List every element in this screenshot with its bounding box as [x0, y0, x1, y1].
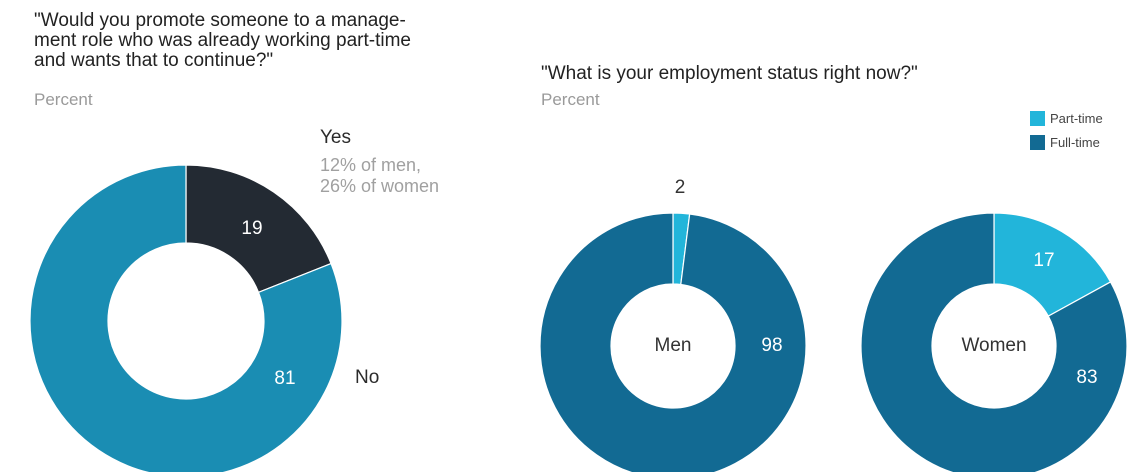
yes-note-line: 12% of men,	[320, 155, 422, 175]
yes-callout-note: 12% of men, 26% of women	[320, 155, 439, 197]
men-center-label: Men	[655, 335, 692, 356]
no-callout-label: No	[355, 367, 380, 388]
legend-label: Part-time	[1050, 110, 1103, 126]
promote-slice-yes	[185, 164, 332, 294]
promote-value-label: 19	[241, 218, 262, 239]
legend-item-full-time: Full-time	[1030, 130, 1103, 154]
chart1-unit: Percent	[34, 90, 93, 109]
chart1-title-line: ment role who was already working part-t…	[34, 30, 411, 51]
legend-swatch-full-time	[1030, 134, 1045, 150]
chart1-title-line: and wants that to continue?"	[34, 50, 274, 71]
chart2-title: "What is your employment status right no…	[541, 63, 918, 84]
women-center-label: Women	[961, 335, 1026, 356]
women-slice-fulltime	[860, 212, 1128, 472]
men-value-label: 2	[675, 177, 686, 198]
yes-callout-label: Yes	[320, 127, 351, 148]
women-value-label: 83	[1076, 367, 1097, 388]
legend-label: Full-time	[1050, 134, 1100, 150]
women-value-label: 17	[1033, 250, 1054, 271]
men-value-label: 98	[761, 335, 782, 356]
chart1-title: "Would you promote someone to a manage- …	[34, 11, 464, 71]
yes-note-line: 26% of women	[320, 176, 440, 196]
chart1-title-line: "Would you promote someone to a manage-	[34, 10, 406, 31]
promote-value-label: 81	[274, 368, 295, 389]
legend-item-part-time: Part-time	[1030, 106, 1103, 130]
legend-swatch-part-time	[1030, 110, 1045, 126]
legend: Part-time Full-time	[1030, 106, 1103, 154]
promote-slice-no	[29, 164, 343, 472]
chart2-unit: Percent	[541, 90, 600, 109]
men-slice-fulltime	[539, 212, 807, 472]
